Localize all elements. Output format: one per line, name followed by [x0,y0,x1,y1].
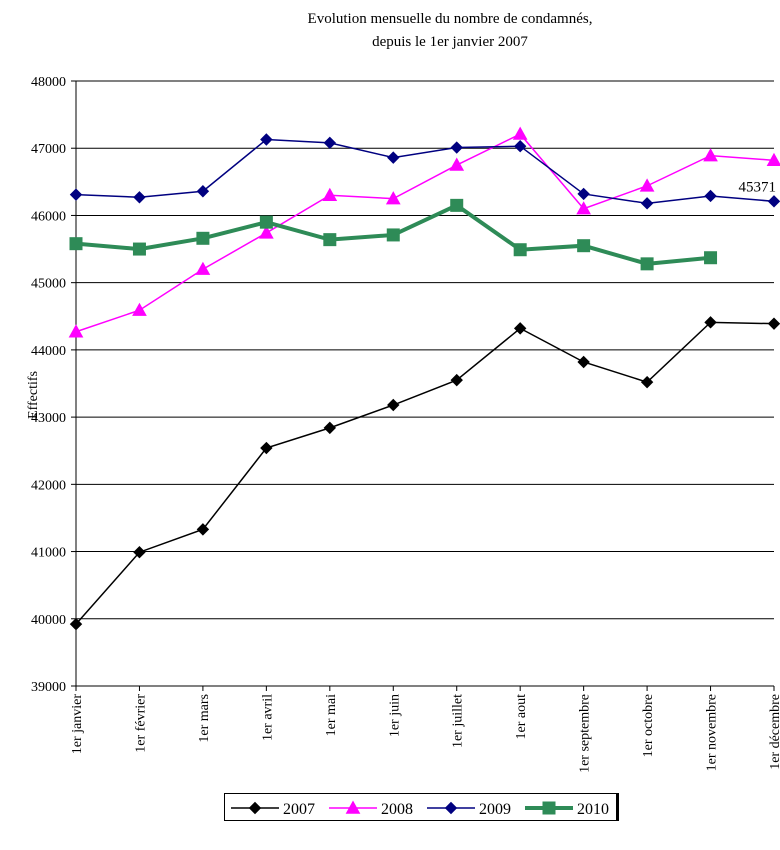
point-2008-7 [512,126,528,140]
chart-title: Evolution mensuelle du nombre de condamn… [200,8,700,54]
point-2009-6 [450,141,463,154]
point-2009-2 [196,185,210,198]
point-2007-0 [69,617,83,631]
x-tick-label-4: 1er mai [324,694,339,736]
y-tick-label-48000: 48000 [31,75,66,90]
point-2009-10 [704,189,717,203]
point-2007-1 [133,546,146,559]
point-2007-10 [704,316,717,329]
legend-marker-2008 [345,800,361,814]
point-2007-8 [577,355,590,369]
point-2009-9 [640,197,654,210]
legend-label-2010: 2010 [577,801,609,818]
point-2007-5 [387,398,400,412]
point-2010-7 [513,243,527,257]
point-2010-4 [323,233,337,247]
legend-label-2008: 2008 [381,801,413,818]
y-axis-label: Effectifs [26,371,41,419]
y-tick-label-41000: 41000 [31,546,66,561]
legend-marker-2007 [248,801,262,815]
point-2008-2 [195,261,211,275]
legend-items: 2007 2008 2009 2010 [231,800,609,818]
point-2010-3 [259,215,273,229]
point-2010-1 [132,242,146,256]
y-tick-label-39000: 39000 [31,680,66,695]
point-2008-0 [68,324,84,338]
point-2007-11 [767,317,780,330]
x-tick-label-0: 1er janvier [70,694,85,755]
chart-legend: 2007 2008 2009 2010 [224,793,619,821]
series-line-2009 [75,138,775,205]
point-2008-5 [385,191,401,205]
point-2007-7 [513,322,527,335]
point-2007-2 [196,523,210,536]
point-2010-0 [69,237,83,251]
point-2009-1 [133,191,146,204]
y-tick-label-46000: 46000 [31,209,66,224]
point-2008-9 [639,178,655,192]
point-2009-0 [69,188,83,201]
point-2010-6 [450,198,464,212]
point-2008-4 [322,187,338,201]
data-label-2010-10: 45371 [739,180,777,196]
point-2010-8 [577,239,591,253]
series-2009 [69,133,780,210]
x-tick-label-6: 1er juillet [451,694,466,748]
y-tick-label-47000: 47000 [31,142,66,157]
x-tick-label-5: 1er juin [387,694,402,737]
point-2009-8 [577,187,590,201]
x-tick-label-2: 1er mars [197,694,212,743]
series-line-2007 [75,321,775,625]
point-2009-5 [387,151,400,164]
point-2009-7 [513,139,527,153]
point-2010-10 [704,251,718,265]
series-line-2008 [75,133,775,333]
legend-marker-2010 [542,801,556,815]
y-tick-label-45000: 45000 [31,277,66,292]
point-2010-9 [640,257,654,271]
legend-marker-2009 [444,801,458,815]
y-tick-label-40000: 40000 [31,613,66,628]
point-2010-5 [386,228,400,242]
line-chart: 39000 40000 41000 42000 43000 44000 45000 46000… [26,75,780,773]
y-tick-label-43000: 43000 [31,411,66,426]
x-tick-label-1: 1er février [133,694,148,753]
point-2007-9 [640,375,654,389]
legend-label-2009: 2009 [479,801,511,818]
point-2008-8 [576,201,591,215]
chart-title-line1: Evolution mensuelle du nombre de condamn… [307,11,593,27]
point-2010-2 [196,231,210,245]
point-2007-6 [450,373,463,387]
point-2008-1 [132,302,147,316]
x-tick-label-11: 1er décembre [768,694,780,770]
point-2008-10 [703,148,718,162]
point-2008-6 [449,157,465,171]
point-2008-3 [259,225,274,239]
series-2007 [69,316,780,631]
y-tick-label-44000: 44000 [31,344,66,359]
legend-label-2007: 2007 [283,801,315,818]
point-2009-3 [260,133,273,146]
series-2010 [69,198,718,271]
y-tick-label-42000: 42000 [31,478,66,493]
series-2008 [68,126,780,338]
point-2009-4 [323,136,337,150]
x-tick-label-3: 1er avril [260,694,275,741]
point-2008-11 [766,152,780,167]
chart-title-line2: depuis le 1er janvier 2007 [372,34,528,50]
x-tick-label-10: 1er novembre [705,694,720,771]
x-tick-label-8: 1er septembre [578,694,593,773]
plot-area [76,81,774,686]
point-2009-11 [767,195,780,208]
point-2007-3 [260,441,273,455]
point-2007-4 [323,421,337,435]
x-tick-label-9: 1er octobre [641,694,656,757]
x-tick-label-7: 1er aout [514,694,529,740]
